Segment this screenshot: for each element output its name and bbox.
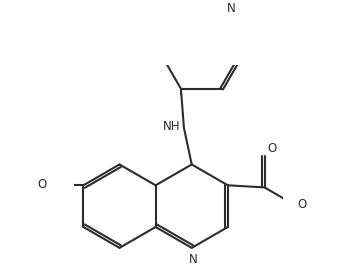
Text: O: O: [267, 142, 276, 155]
Text: N: N: [189, 253, 198, 266]
Text: O: O: [297, 198, 306, 211]
Text: NH: NH: [163, 120, 180, 133]
Text: N: N: [227, 2, 236, 15]
Text: O: O: [37, 178, 47, 190]
